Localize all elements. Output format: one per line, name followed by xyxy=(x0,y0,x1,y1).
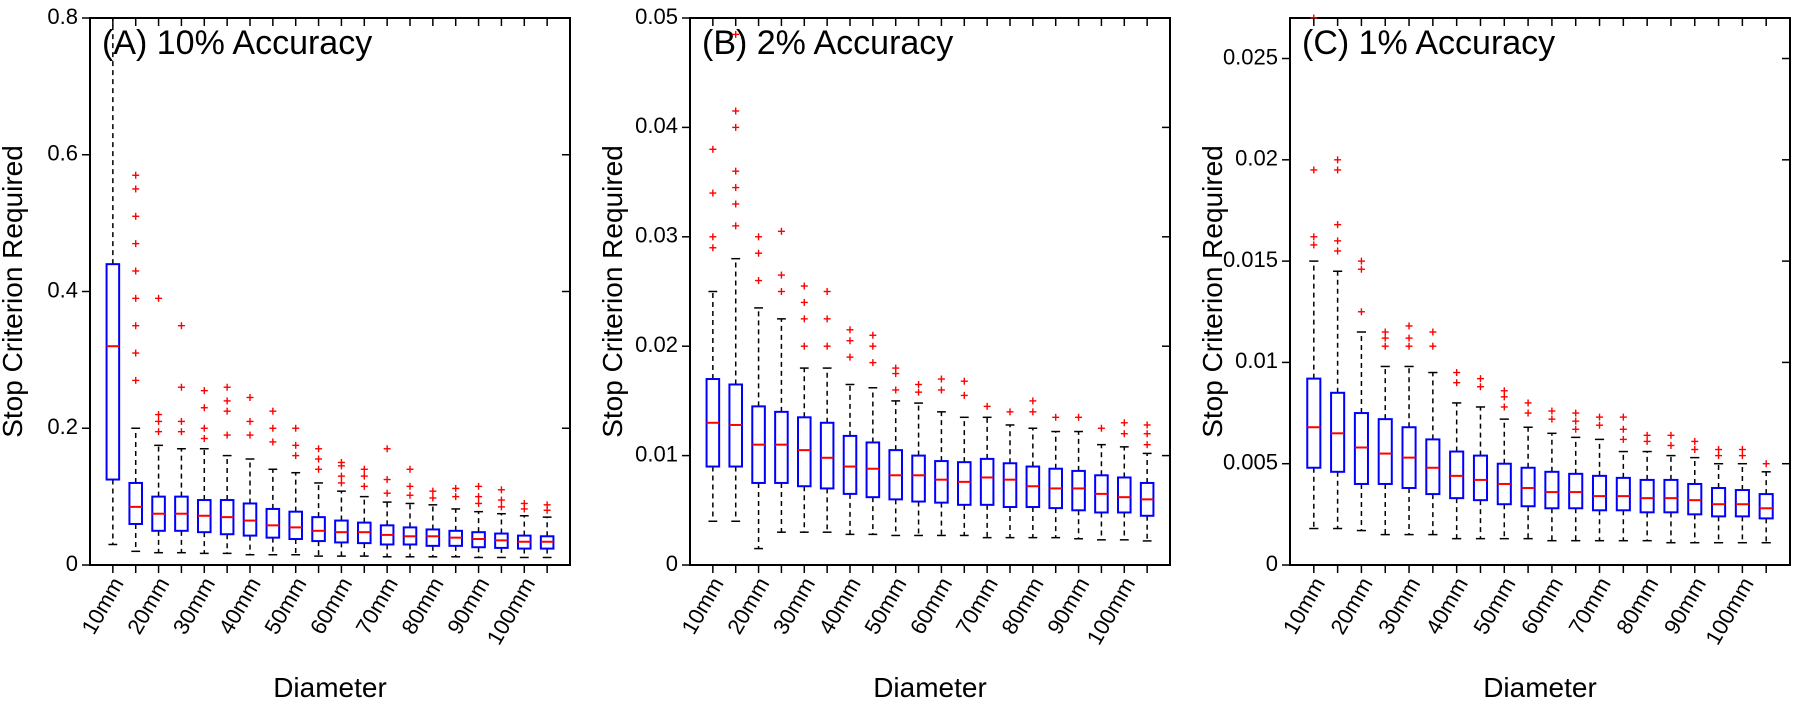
y-tick-label: 0.8 xyxy=(47,4,78,29)
y-tick-label: 0 xyxy=(666,551,678,576)
y-tick-label: 0 xyxy=(66,551,78,576)
x-axis-label: Diameter xyxy=(873,672,987,703)
y-tick-label: 0.6 xyxy=(47,141,78,166)
y-tick-label: 0.01 xyxy=(635,441,678,466)
y-tick-label: 0.02 xyxy=(635,332,678,357)
y-tick-label: 0.4 xyxy=(47,277,78,302)
figure-container: 0 0.2 0.4 0.6 0.8 Stop Criterion Required (A) … xyxy=(0,0,1800,715)
y-tick-label: 0 xyxy=(1266,551,1278,576)
x-axis-label: Diameter xyxy=(273,672,387,703)
y-tick-label: 0.02 xyxy=(1235,146,1278,171)
y-tick-label: 0.015 xyxy=(1223,247,1278,272)
y-axis-label: Stop Criterion Required xyxy=(0,145,28,438)
y-axis-label: Stop Criterion Required xyxy=(597,145,628,438)
y-tick-label: 0.03 xyxy=(635,223,678,248)
y-axis-label: Stop Criterion Required xyxy=(1197,145,1228,438)
panel-title: (B) 2% Accuracy xyxy=(702,24,953,62)
y-tick-label: 0.005 xyxy=(1223,450,1278,475)
y-tick-label: 0.025 xyxy=(1223,44,1278,69)
y-tick-label: 0.05 xyxy=(635,4,678,29)
y-tick-label: 0.01 xyxy=(1235,348,1278,373)
panel-title: (A) 10% Accuracy xyxy=(102,24,372,62)
y-tick-label: 0.04 xyxy=(635,113,678,138)
panel-title: (C) 1% Accuracy xyxy=(1302,24,1555,62)
x-axis-label: Diameter xyxy=(1483,672,1597,703)
y-tick-label: 0.2 xyxy=(47,414,78,439)
